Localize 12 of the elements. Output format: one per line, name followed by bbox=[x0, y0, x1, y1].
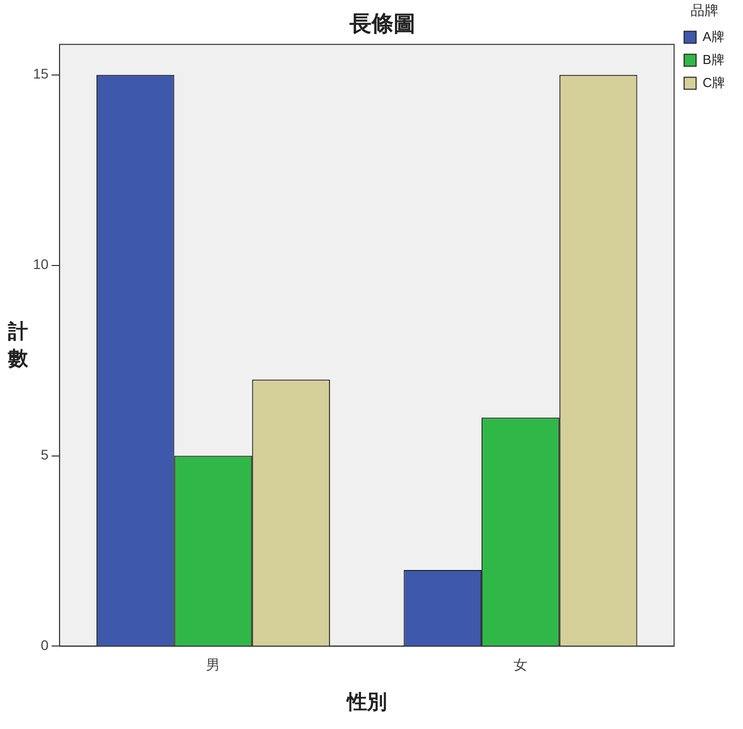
legend-label: C牌 bbox=[702, 74, 725, 90]
legend-label: A牌 bbox=[702, 28, 724, 44]
y-tick-label: 10 bbox=[32, 256, 49, 272]
chart-title: 長條圖 bbox=[348, 12, 416, 37]
y-axis-title: 計數 bbox=[8, 318, 29, 372]
legend-label: B牌 bbox=[702, 52, 724, 67]
x-axis-title: 性別 bbox=[344, 692, 387, 714]
y-tick-label: 15 bbox=[32, 66, 49, 82]
y-tick-label: 0 bbox=[40, 637, 49, 654]
x-tick-label: 女 bbox=[513, 656, 528, 672]
y-tick-label: 5 bbox=[40, 446, 49, 463]
x-tick-label: 男 bbox=[206, 656, 220, 672]
